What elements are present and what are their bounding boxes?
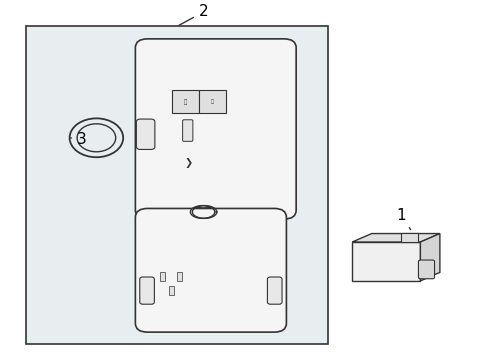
Text: 1: 1 <box>396 208 411 230</box>
Circle shape <box>77 124 116 152</box>
Circle shape <box>70 118 123 157</box>
Polygon shape <box>352 234 440 242</box>
Text: ⬛: ⬛ <box>183 99 187 104</box>
FancyBboxPatch shape <box>140 277 154 304</box>
Text: 🔓: 🔓 <box>211 99 214 104</box>
FancyBboxPatch shape <box>401 233 418 242</box>
Bar <box>177 272 182 281</box>
FancyBboxPatch shape <box>26 27 328 345</box>
FancyBboxPatch shape <box>199 90 225 113</box>
FancyBboxPatch shape <box>183 120 193 141</box>
FancyBboxPatch shape <box>136 119 155 149</box>
Polygon shape <box>352 242 420 281</box>
Ellipse shape <box>199 208 218 216</box>
Polygon shape <box>420 234 440 281</box>
Ellipse shape <box>189 208 208 216</box>
FancyBboxPatch shape <box>172 90 199 113</box>
Text: ❯: ❯ <box>185 158 193 167</box>
FancyBboxPatch shape <box>418 260 435 279</box>
Text: 3: 3 <box>70 132 87 147</box>
Bar <box>160 272 165 281</box>
FancyBboxPatch shape <box>135 208 287 332</box>
FancyBboxPatch shape <box>135 39 296 219</box>
Bar <box>170 286 174 295</box>
FancyBboxPatch shape <box>268 277 282 304</box>
Text: 2: 2 <box>179 4 208 25</box>
